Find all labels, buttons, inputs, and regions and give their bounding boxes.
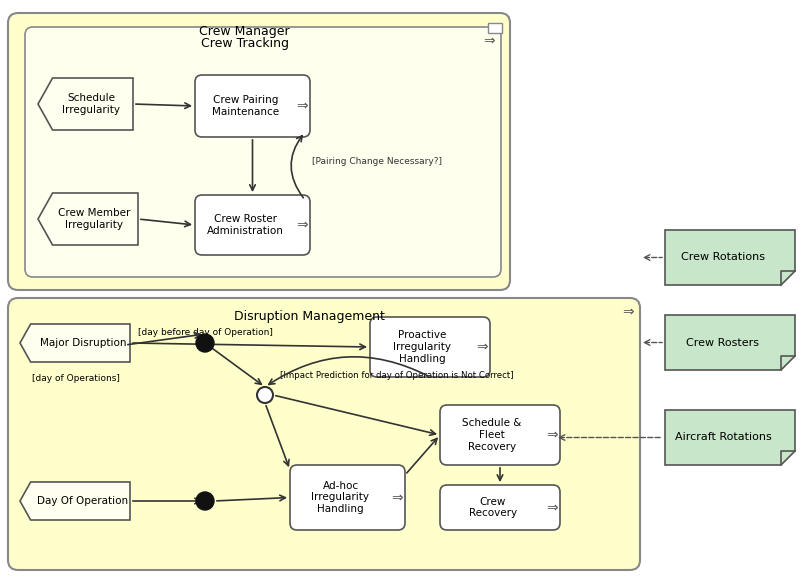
Text: Aircraft Rotations: Aircraft Rotations xyxy=(674,432,770,442)
Text: Crew
Recovery: Crew Recovery xyxy=(469,497,517,518)
Circle shape xyxy=(195,334,214,352)
Polygon shape xyxy=(38,78,133,130)
Text: Proactive
Irregularity
Handling: Proactive Irregularity Handling xyxy=(393,331,450,364)
FancyBboxPatch shape xyxy=(195,75,310,137)
Text: Disruption Management: Disruption Management xyxy=(234,310,384,323)
Text: ⇒: ⇒ xyxy=(546,501,557,514)
Circle shape xyxy=(195,492,214,510)
Circle shape xyxy=(257,387,272,403)
Text: ⇒: ⇒ xyxy=(296,99,307,113)
Text: Crew Rotations: Crew Rotations xyxy=(680,253,764,263)
FancyBboxPatch shape xyxy=(195,195,310,255)
Text: ⇒: ⇒ xyxy=(483,34,494,48)
Text: [day before day of Operation]: [day before day of Operation] xyxy=(138,328,272,337)
Text: Day Of Operation: Day Of Operation xyxy=(37,496,128,506)
Text: Crew Rosters: Crew Rosters xyxy=(685,338,758,347)
FancyBboxPatch shape xyxy=(8,298,639,570)
Text: [Pairing Change Necessary?]: [Pairing Change Necessary?] xyxy=(311,157,441,166)
Text: ⇒: ⇒ xyxy=(391,490,402,504)
Text: Schedule
Irregularity: Schedule Irregularity xyxy=(62,93,120,115)
Polygon shape xyxy=(664,230,794,285)
FancyBboxPatch shape xyxy=(8,13,509,290)
Text: Ad-hoc
Irregularity
Handling: Ad-hoc Irregularity Handling xyxy=(311,481,369,514)
Polygon shape xyxy=(20,324,130,362)
Text: [day of Operations]: [day of Operations] xyxy=(32,374,120,383)
Text: ⇒: ⇒ xyxy=(621,305,633,319)
Text: Crew Tracking: Crew Tracking xyxy=(201,37,289,50)
Text: Crew Pairing
Maintenance: Crew Pairing Maintenance xyxy=(212,95,279,117)
FancyBboxPatch shape xyxy=(440,485,560,530)
Text: Schedule &
Fleet
Recovery: Schedule & Fleet Recovery xyxy=(461,418,521,452)
Text: Major Disruption: Major Disruption xyxy=(40,338,126,348)
FancyBboxPatch shape xyxy=(25,27,500,277)
Text: ⇒: ⇒ xyxy=(296,218,307,232)
Text: ⇒: ⇒ xyxy=(546,428,557,442)
Text: Crew Member
Irregularity: Crew Member Irregularity xyxy=(58,208,130,230)
Bar xyxy=(487,23,501,33)
FancyBboxPatch shape xyxy=(370,317,489,377)
Polygon shape xyxy=(38,193,138,245)
Polygon shape xyxy=(20,482,130,520)
FancyBboxPatch shape xyxy=(290,465,405,530)
FancyBboxPatch shape xyxy=(440,405,560,465)
Polygon shape xyxy=(664,410,794,465)
Polygon shape xyxy=(664,315,794,370)
Text: ⇒: ⇒ xyxy=(475,340,487,354)
Text: Crew Manager: Crew Manager xyxy=(199,25,289,38)
Text: [Impact Prediction for day of Operation is Not Correct]: [Impact Prediction for day of Operation … xyxy=(280,371,513,380)
Text: Crew Roster
Administration: Crew Roster Administration xyxy=(207,214,284,236)
